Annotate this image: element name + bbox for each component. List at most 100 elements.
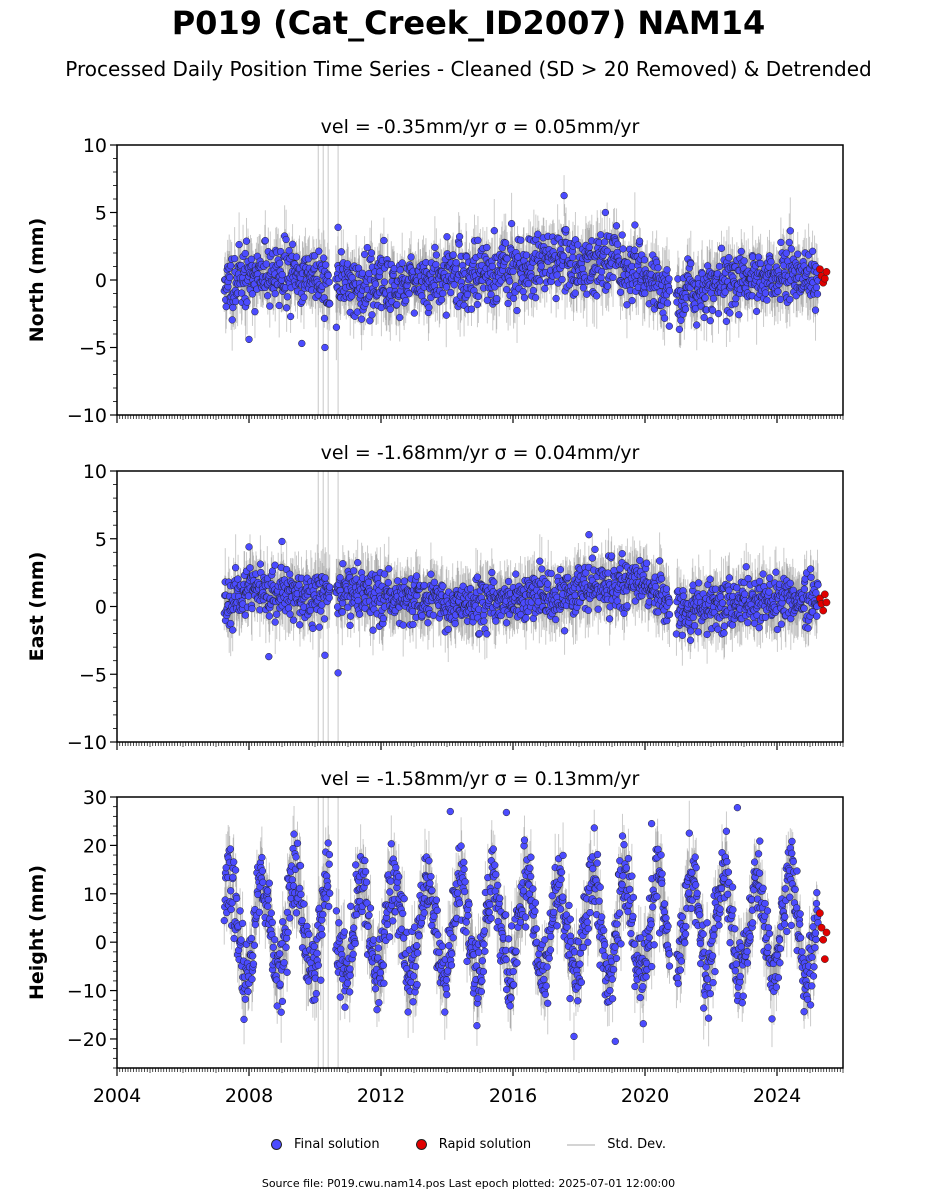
final-point <box>409 998 417 1006</box>
final-point <box>304 977 313 985</box>
final-point <box>531 899 540 907</box>
final-point <box>284 604 293 612</box>
final-point <box>502 956 510 964</box>
final-point <box>709 979 717 987</box>
final-point <box>665 598 673 607</box>
final-point <box>264 895 272 904</box>
final-point <box>776 944 785 953</box>
final-point <box>487 290 495 299</box>
final-point <box>263 292 272 300</box>
final-point <box>586 908 594 917</box>
final-point <box>620 841 628 849</box>
final-point <box>806 1001 815 1009</box>
final-point <box>728 883 737 891</box>
final-point <box>695 579 703 587</box>
final-point <box>560 191 568 200</box>
final-point <box>756 837 764 845</box>
final-point <box>687 627 695 635</box>
final-point <box>325 594 333 602</box>
final-point <box>371 985 380 993</box>
final-point <box>432 251 441 259</box>
final-point <box>701 294 709 302</box>
final-point <box>660 900 669 908</box>
final-point <box>541 990 549 999</box>
final-point <box>395 873 403 881</box>
final-point <box>585 531 593 539</box>
final-point <box>360 250 369 259</box>
final-point <box>462 918 470 926</box>
final-point <box>743 947 751 956</box>
final-point <box>258 867 267 875</box>
final-point <box>788 837 796 846</box>
final-point <box>601 238 609 246</box>
final-point <box>547 569 555 578</box>
final-point <box>631 982 639 991</box>
final-point <box>334 669 342 677</box>
final-point <box>249 952 257 960</box>
final-point <box>502 619 511 627</box>
final-point <box>251 920 260 929</box>
y-tick-label: −10 <box>67 981 107 1003</box>
final-point <box>618 881 626 889</box>
final-point <box>764 943 772 951</box>
final-point <box>245 543 253 551</box>
final-point <box>584 606 592 614</box>
final-point <box>398 259 406 267</box>
final-point <box>273 610 281 618</box>
final-point <box>559 851 567 860</box>
final-point <box>612 954 621 963</box>
final-point <box>277 1008 285 1016</box>
y-tick-label: 5 <box>95 203 107 225</box>
final-point <box>579 943 588 951</box>
final-point <box>383 920 392 929</box>
final-point <box>678 631 687 639</box>
final-point <box>325 860 333 868</box>
rapid-solution-points <box>816 909 831 963</box>
final-point <box>338 608 346 616</box>
final-point <box>597 231 605 239</box>
final-solution-points <box>220 803 822 1046</box>
final-point <box>420 909 428 917</box>
final-point <box>463 957 471 966</box>
final-point <box>450 281 458 289</box>
final-point <box>490 227 498 235</box>
final-point <box>241 249 249 258</box>
final-point <box>677 957 686 965</box>
final-point <box>691 622 699 630</box>
y-tick-label: −10 <box>67 732 107 754</box>
final-point <box>653 893 661 901</box>
final-point <box>619 245 627 253</box>
final-point <box>394 577 402 585</box>
final-point <box>813 612 821 620</box>
final-point <box>507 994 515 1002</box>
final-point <box>387 840 395 848</box>
final-point <box>609 273 617 282</box>
final-point <box>298 916 306 925</box>
final-point <box>711 585 720 593</box>
final-point <box>346 621 354 630</box>
final-point <box>742 563 750 571</box>
final-point <box>678 913 687 921</box>
final-point <box>475 948 483 956</box>
final-point <box>662 914 670 922</box>
final-point <box>265 652 273 661</box>
final-point <box>548 892 556 900</box>
final-point <box>541 285 549 293</box>
final-point <box>763 907 772 915</box>
final-point <box>787 615 795 623</box>
final-point <box>483 630 491 638</box>
final-point <box>380 570 389 578</box>
final-point <box>519 287 527 296</box>
final-point <box>522 923 530 931</box>
final-point <box>265 879 273 887</box>
final-point <box>800 604 808 613</box>
chart-title: P019 (Cat_Creek_ID2007) NAM14 <box>171 4 766 42</box>
final-point <box>293 839 302 847</box>
final-point <box>737 247 745 256</box>
final-point <box>808 247 817 255</box>
final-point <box>278 271 286 279</box>
final-point <box>229 873 237 881</box>
final-point <box>593 859 601 867</box>
final-point <box>268 918 276 927</box>
final-point <box>412 572 421 580</box>
